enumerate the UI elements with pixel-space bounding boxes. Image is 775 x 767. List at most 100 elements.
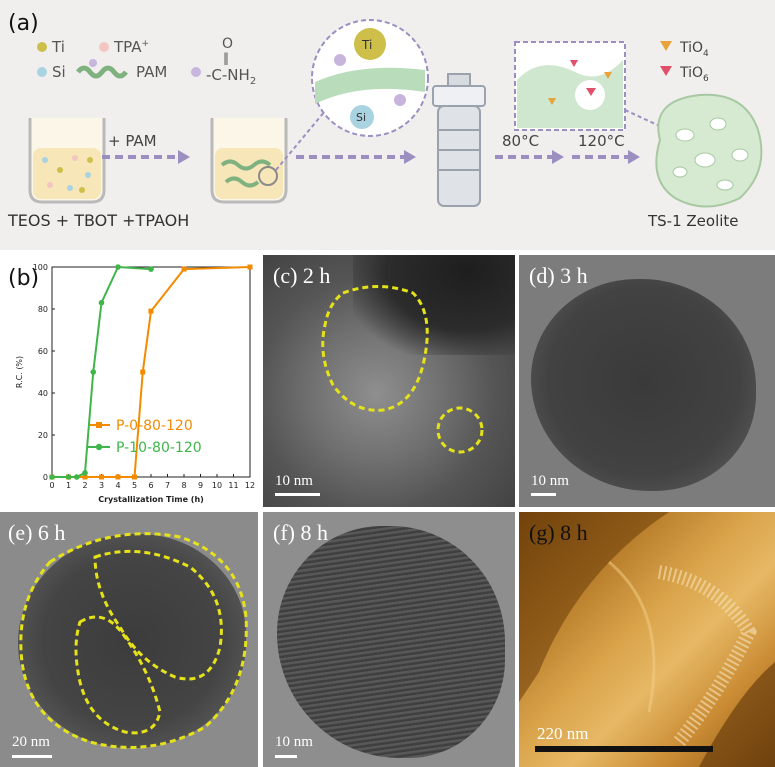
panel-e-label: (e) 6 h: [8, 520, 66, 545]
data-point: [98, 299, 105, 306]
data-point: [115, 474, 121, 480]
y-tick-label: 100: [33, 263, 48, 272]
panel-d-scale-bar: [531, 493, 556, 496]
panel-e-time: 6 h: [37, 520, 66, 545]
y-tick-label: 0: [43, 473, 48, 482]
zoom-circle: [311, 19, 429, 137]
pam-legend-chain: [76, 65, 128, 79]
arrow-4-head: [628, 150, 640, 164]
data-point: [90, 369, 97, 375]
panel-c-scale-bar: [275, 493, 320, 496]
panel-b-label: (b): [8, 266, 39, 291]
x-tick-label: 2: [82, 481, 87, 490]
tio6-legend-label: TiO6: [679, 65, 709, 84]
data-point: [247, 264, 253, 270]
amide-double-bond: ‖: [223, 51, 229, 65]
panel-d-label: (d) 3 h: [529, 263, 588, 288]
panel-f-scale-label: 10 nm: [275, 734, 313, 750]
x-tick-label: 5: [132, 481, 137, 490]
panel-c: (c) 2 h 10 nm: [263, 255, 515, 507]
amide-group-label: -C-NH2: [206, 66, 256, 87]
amide-o-label: O: [222, 36, 233, 52]
ti-species-zoom-box: [514, 41, 626, 131]
panel-g-label: (g) 8 h: [529, 520, 588, 545]
y-tick-label: 60: [38, 347, 48, 356]
x-axis-label: Crystallization Time (h): [98, 495, 204, 504]
reagents-label: TEOS + TBOT +TPAOH: [7, 211, 189, 230]
legend-marker: [96, 422, 102, 428]
temp-120-label: 120°C: [578, 132, 625, 150]
panel-e-scale-label: 20 nm: [12, 734, 50, 750]
y-axis-label: R.C. (%): [15, 356, 24, 388]
x-tick-label: 1: [66, 481, 71, 490]
x-tick-label: 4: [115, 481, 120, 490]
x-tick-label: 6: [148, 481, 153, 490]
tio4-legend-label: TiO4: [679, 40, 709, 59]
panel-f: (f) 8 h 10 nm: [263, 512, 515, 767]
y-tick-label: 40: [38, 389, 48, 398]
data-point: [82, 470, 88, 476]
legend-marker: [95, 443, 103, 451]
highlight-outlines: [321, 285, 484, 454]
temp-80-label: 80°C: [502, 132, 539, 150]
particle-body: [531, 279, 756, 491]
plus-pam-label: + PAM: [108, 132, 157, 150]
zoom-si-label: Si: [356, 111, 366, 124]
panel-c-scale-label: 10 nm: [275, 473, 313, 489]
data-point: [148, 308, 154, 314]
ti-legend-dot: [37, 42, 47, 52]
data-point: [49, 474, 55, 480]
data-point: [140, 369, 146, 375]
panel-f-time: 8 h: [300, 520, 328, 545]
dark-cluster: [353, 255, 515, 355]
data-point: [181, 266, 187, 272]
data-point: [99, 474, 104, 480]
panel-e-scale-bar: [12, 755, 52, 758]
legend-label: P-0-80-120: [116, 418, 193, 434]
data-point: [132, 474, 137, 480]
crystallinity-chart: 0 1 2 3 4 5 6 7 8 9 10 11 12020406080100Crystallizat…: [8, 263, 255, 504]
autoclave-icon: [432, 73, 486, 207]
panel-g: (g) 8 h 220 nm: [519, 512, 775, 767]
panel-a-label: (a): [8, 11, 39, 36]
x-tick-label: 0: [49, 481, 54, 490]
x-tick-label: 3: [99, 481, 104, 490]
zoom-line: [275, 104, 331, 171]
arrow-1-head: [178, 150, 190, 164]
panel-b: 0 1 2 3 4 5 6 7 8 9 10 11 12 0 20 40 60 80 100 Crystallizat…: [0, 255, 258, 507]
panel-f-label: (f) 8 h: [273, 520, 328, 545]
panel-e: (e) 6 h 20 nm: [0, 512, 258, 767]
legend-label: P-10-80-120: [116, 440, 202, 456]
amide-legend-dot: [191, 67, 201, 77]
lattice-crystal: [277, 526, 505, 758]
arrow-2-head: [404, 150, 416, 164]
panel-g-time: 8 h: [560, 520, 588, 545]
tpa-legend-label: TPA+: [113, 38, 149, 56]
data-point: [148, 266, 154, 272]
x-tick-label: 10: [212, 481, 222, 490]
afm-surface: [519, 512, 775, 767]
panel-c-label: (c) 2 h: [273, 263, 331, 288]
y-tick-label: 20: [38, 431, 48, 440]
ti-legend-label: Ti: [51, 38, 65, 56]
tio4-legend-triangle: [660, 41, 672, 51]
beaker-1: [28, 118, 106, 204]
panel-d-scale-label: 10 nm: [531, 473, 569, 489]
highlight-outlines: [19, 532, 248, 749]
panel-g-scale-bar: [535, 746, 713, 752]
y-tick-label: 80: [38, 305, 48, 314]
si-legend-label: Si: [52, 63, 66, 81]
tio6-legend-triangle: [660, 66, 672, 76]
tpa-legend-dot: [99, 42, 109, 52]
panel-g-scale-label: 220 nm: [537, 724, 589, 743]
product-label: TS-1 Zeolite: [647, 212, 739, 230]
x-tick-label: 11: [228, 481, 238, 490]
panel-d-time: 3 h: [560, 263, 588, 288]
x-tick-label: 8: [181, 481, 186, 490]
data-point: [82, 474, 88, 480]
pam-legend-bead: [89, 59, 97, 67]
panel-a: (a) Ti TPA+ Si PAM O ‖ -C-NH2 + PAM Ti S…: [0, 0, 775, 250]
data-point: [115, 264, 121, 270]
panel-f-scale-bar: [275, 755, 297, 758]
pam-legend-label: PAM: [136, 63, 167, 81]
